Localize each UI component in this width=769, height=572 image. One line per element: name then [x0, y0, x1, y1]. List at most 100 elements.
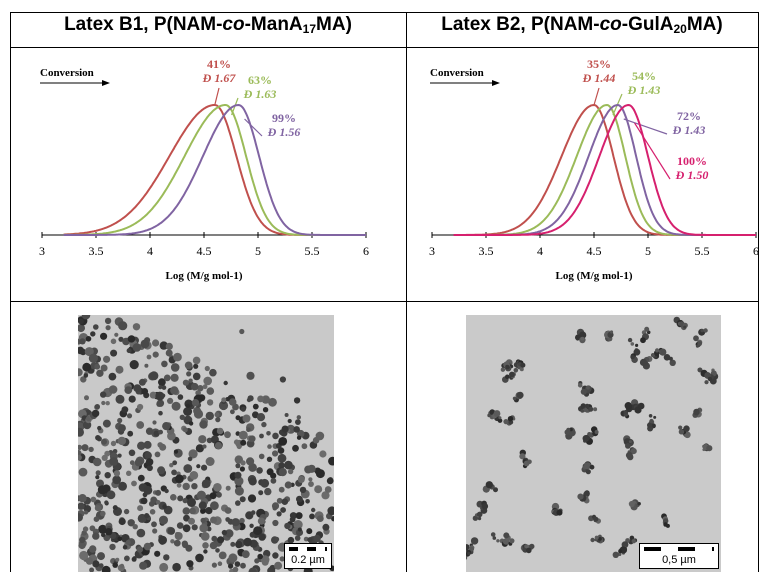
particle — [128, 449, 136, 457]
particle — [296, 435, 302, 440]
particle — [165, 342, 173, 350]
particle — [247, 494, 257, 503]
particle — [217, 536, 225, 544]
particle — [127, 519, 135, 527]
chart-b1: Conversion 3 3.5 4 4.5 5 5.5 6 Log (M/g mol-1) 41… — [14, 50, 394, 300]
particle — [162, 504, 167, 509]
particle — [170, 494, 177, 501]
particle — [225, 517, 231, 522]
particle — [598, 537, 602, 541]
particle — [650, 353, 656, 358]
particle — [105, 401, 110, 406]
particle — [104, 450, 111, 457]
particle — [186, 371, 192, 377]
particle — [240, 460, 246, 466]
particle — [214, 442, 223, 450]
particle — [201, 464, 208, 471]
particle — [151, 521, 157, 528]
particle — [188, 421, 194, 426]
particle — [103, 355, 111, 363]
particle — [630, 448, 637, 455]
particle — [205, 507, 213, 515]
particle — [100, 510, 106, 517]
particle — [264, 487, 272, 496]
particle — [704, 380, 709, 385]
particle — [481, 503, 489, 510]
particle — [113, 470, 121, 477]
particle — [127, 430, 134, 437]
particle — [177, 495, 184, 502]
particle — [170, 363, 180, 372]
particle — [246, 371, 255, 380]
tem-image-b2: 0,5 µm — [466, 315, 721, 572]
particle — [279, 556, 285, 562]
particle — [513, 368, 519, 373]
particle — [95, 435, 101, 441]
particle — [182, 427, 188, 433]
particle — [575, 334, 581, 341]
series-dispersity-label: Đ 1.43 — [672, 123, 706, 137]
particle — [173, 539, 181, 547]
particle — [246, 427, 251, 432]
particle — [158, 410, 163, 416]
particle — [272, 432, 279, 440]
particle — [115, 557, 120, 562]
particle — [580, 403, 587, 409]
particle — [173, 449, 179, 454]
particle — [104, 472, 111, 479]
particle — [663, 518, 669, 524]
particle — [649, 418, 654, 424]
particle — [266, 431, 271, 436]
particle — [276, 497, 283, 504]
particle — [189, 471, 199, 480]
particle — [157, 466, 166, 475]
particle — [470, 537, 479, 545]
series-conversion-label: 41% — [207, 57, 231, 71]
particle — [295, 512, 303, 520]
particle — [319, 450, 327, 458]
particle — [124, 555, 130, 562]
particle — [173, 352, 182, 362]
particle — [101, 565, 111, 572]
particle — [239, 328, 245, 335]
particle — [577, 383, 583, 388]
particle — [280, 507, 286, 513]
particle — [203, 549, 208, 554]
particle — [148, 500, 155, 507]
particle — [211, 562, 217, 568]
particle — [198, 435, 207, 444]
particle — [284, 522, 291, 530]
particle — [101, 438, 107, 445]
particle — [487, 413, 492, 418]
particle — [503, 532, 510, 539]
particle — [89, 567, 95, 572]
border-title-divider — [10, 47, 758, 48]
particle — [216, 427, 224, 435]
particle — [92, 532, 100, 540]
particle — [83, 373, 89, 378]
particle — [659, 348, 667, 356]
particle — [155, 500, 161, 505]
particle — [509, 371, 515, 378]
particle — [316, 515, 324, 522]
particle — [78, 541, 86, 550]
particle — [118, 321, 128, 331]
particle — [274, 561, 283, 570]
particle — [287, 468, 294, 475]
particle — [612, 551, 619, 558]
particle — [198, 501, 207, 510]
x-tick-label: 4 — [147, 244, 153, 258]
particle — [305, 499, 310, 504]
particle — [187, 498, 196, 507]
x-tick-label: 4 — [537, 244, 543, 258]
particle — [128, 395, 136, 403]
particle — [267, 444, 272, 449]
particle — [512, 396, 517, 401]
particle — [239, 496, 246, 503]
x-tick-label: 4.5 — [587, 244, 602, 258]
particle — [209, 368, 217, 377]
particle — [278, 486, 285, 493]
particle — [186, 560, 194, 568]
particle — [152, 339, 160, 347]
